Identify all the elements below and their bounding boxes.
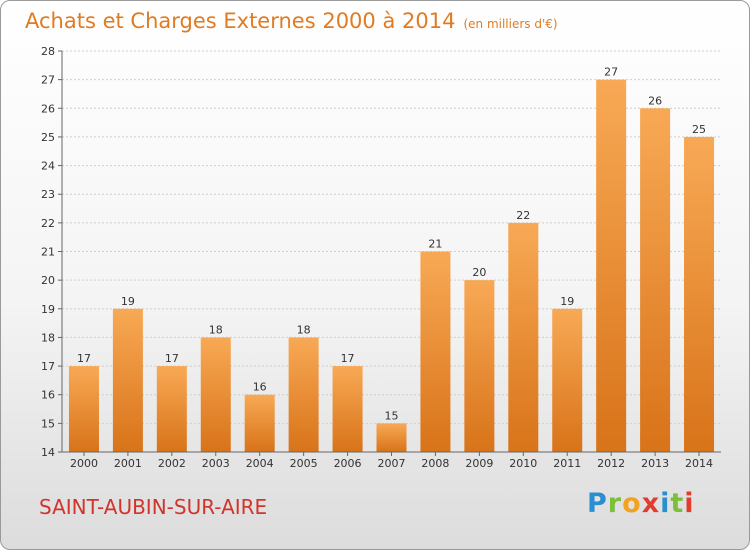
data-label: 19	[560, 295, 574, 308]
x-tick-label: 2005	[290, 457, 318, 470]
bar-2013	[640, 108, 671, 453]
x-tick-label: 2011	[553, 457, 581, 470]
bar-2009	[464, 280, 495, 452]
y-tick-label: 14	[41, 446, 55, 459]
y-tick-label: 28	[41, 45, 55, 58]
bar-2006	[332, 366, 363, 452]
x-tick-label: 2006	[334, 457, 362, 470]
y-tick-label: 23	[41, 188, 55, 201]
town-name: SAINT-AUBIN-SUR-AIRE	[39, 495, 268, 519]
data-label: 15	[385, 409, 399, 422]
data-label: 21	[428, 238, 442, 251]
x-tick-label: 2003	[202, 457, 230, 470]
y-tick-label: 18	[41, 331, 55, 344]
y-tick-label: 27	[41, 74, 55, 87]
x-tick-label: 2009	[465, 457, 493, 470]
y-tick-label: 17	[41, 360, 55, 373]
y-tick-label: 26	[41, 102, 55, 115]
data-label: 27	[604, 66, 618, 79]
bar-2008	[420, 251, 451, 452]
data-label: 16	[253, 381, 267, 394]
data-label: 17	[165, 352, 179, 365]
x-tick-label: 2013	[641, 457, 669, 470]
data-label: 22	[516, 209, 530, 222]
data-label: 26	[648, 94, 662, 107]
bar-2010	[508, 222, 539, 452]
data-label: 20	[472, 266, 486, 279]
bars: 17 19 17 18 16 18 17 15 21 20 22 19 27 26 25	[68, 66, 715, 453]
bar-2005	[288, 337, 319, 452]
y-tick-label: 20	[41, 274, 55, 287]
bar-2000	[68, 366, 99, 452]
data-label: 17	[77, 352, 91, 365]
x-tick-label: 2012	[597, 457, 625, 470]
x-tick-label: 2010	[509, 457, 537, 470]
bar-2003	[200, 337, 231, 452]
bar-2011	[552, 308, 583, 452]
bar-2002	[156, 366, 187, 452]
axes: 14 15 16 17 18 19 20 21 22 23 24 25 26 27 28 2000 2001 20…	[41, 45, 721, 470]
proxiti-logo: Proxiti	[587, 488, 695, 519]
x-tick-label: 2004	[246, 457, 274, 470]
bar-2007	[376, 423, 407, 452]
bar-2001	[112, 308, 143, 452]
x-tick-label: 2014	[685, 457, 713, 470]
x-tick-label: 2007	[378, 457, 406, 470]
x-tick-label: 2001	[114, 457, 142, 470]
x-tick-label: 2000	[70, 457, 98, 470]
chart-title: Achats et Charges Externes 2000 à 2014 (e…	[25, 9, 558, 33]
y-tick-label: 15	[41, 417, 55, 430]
data-label: 19	[121, 295, 135, 308]
y-tick-label: 16	[41, 389, 55, 402]
y-tick-label: 25	[41, 131, 55, 144]
data-label: 18	[209, 323, 223, 336]
bar-2004	[244, 394, 275, 452]
y-tick-label: 24	[41, 160, 55, 173]
data-label: 17	[341, 352, 355, 365]
x-tick-label: 2008	[421, 457, 449, 470]
y-tick-label: 22	[41, 217, 55, 230]
data-label: 18	[297, 323, 311, 336]
data-label: 25	[692, 123, 706, 136]
y-tick-label: 21	[41, 246, 55, 259]
chart-unit: (en milliers d'€)	[463, 17, 558, 31]
bar-2014	[684, 136, 715, 452]
chart-title-text: Achats et Charges Externes 2000 à 2014	[25, 9, 456, 33]
x-tick-label: 2002	[158, 457, 186, 470]
bar-2012	[596, 79, 627, 453]
y-tick-label: 19	[41, 303, 55, 316]
